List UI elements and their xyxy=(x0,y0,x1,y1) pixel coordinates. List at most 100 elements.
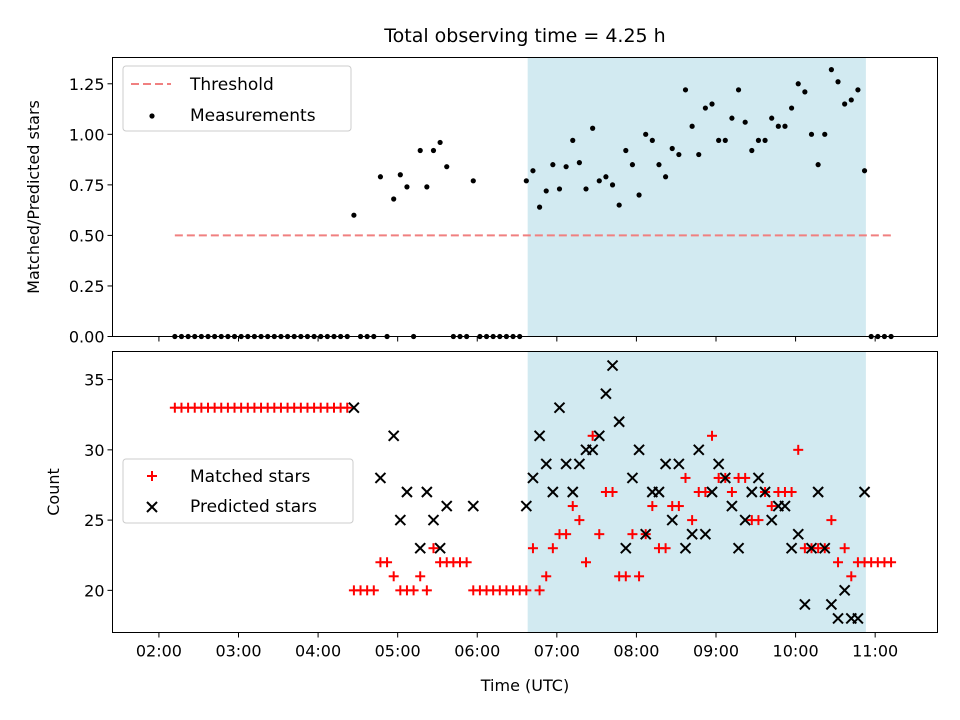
measurement-point xyxy=(775,123,781,129)
legend-predicted-label: Predicted stars xyxy=(190,497,317,517)
measurement-point xyxy=(828,67,834,73)
predicted-star-point xyxy=(825,598,838,611)
matched-star-point xyxy=(660,543,671,554)
measurement-point xyxy=(576,160,582,166)
matched-star-point xyxy=(534,585,545,596)
measurement-point xyxy=(351,212,357,218)
matched-star-point xyxy=(415,571,426,582)
predicted-star-point xyxy=(832,612,844,625)
measurement-point xyxy=(616,202,622,208)
measurement-point xyxy=(842,101,848,107)
predicted-star-point xyxy=(686,528,698,540)
matched-star-point xyxy=(368,585,379,596)
matched-star-point xyxy=(707,430,718,441)
matched-star-point xyxy=(680,472,691,483)
predicted-star-point xyxy=(613,416,625,428)
predicted-star-point xyxy=(600,387,612,400)
legend-matched-label: Matched stars xyxy=(190,467,310,487)
measurement-point xyxy=(590,125,596,131)
predicted-star-point xyxy=(712,458,725,470)
measurement-point xyxy=(802,89,808,95)
matched-star-point xyxy=(342,402,353,413)
predicted-star-point xyxy=(673,458,685,470)
bottom-axes: 20 25 30 35 02:00 03:00 04:00 05:00 06:00 07:00 08… xyxy=(44,351,938,695)
top-ticks: 0.00 0.25 0.50 0.75 1.00 1.25 xyxy=(69,75,876,347)
measurement-point xyxy=(583,186,589,192)
measurement-point xyxy=(722,137,728,143)
predicted-star-point xyxy=(666,514,678,526)
matched-star-point xyxy=(421,585,432,596)
x-tick-label: 05:00 xyxy=(375,642,421,661)
measurement-point xyxy=(550,162,556,168)
matched-star-point xyxy=(561,529,572,540)
bottom-y-tick-label: 20 xyxy=(84,581,104,600)
predicted-star-point xyxy=(659,458,672,470)
legend-matched-swatch xyxy=(147,471,157,481)
top-y-tick-label: 0.00 xyxy=(69,328,105,347)
measurement-point xyxy=(397,172,403,178)
predicted-star-point xyxy=(434,542,446,554)
predicted-star-point xyxy=(533,430,546,442)
top-y-axis-label: Matched/Predicted stars xyxy=(24,100,43,294)
matched-star-point xyxy=(687,515,698,526)
top-y-tick-label: 1.00 xyxy=(69,125,105,144)
matched-star-point xyxy=(461,557,472,568)
matched-star-point xyxy=(620,571,631,582)
measurement-point xyxy=(735,87,742,93)
predicted-star-point xyxy=(567,486,579,498)
matched-star-point xyxy=(740,472,751,483)
predicted-star-point xyxy=(421,486,433,498)
predicted-star-point xyxy=(639,528,652,540)
measurement-point xyxy=(815,162,821,168)
x-tick-label: 11:00 xyxy=(852,642,898,661)
x-tick-label: 09:00 xyxy=(693,642,739,661)
predicted-star-point xyxy=(858,486,871,498)
measurement-point xyxy=(769,115,775,121)
bottom-y-tick-label: 25 xyxy=(84,511,104,530)
predicted-star-point xyxy=(633,444,645,456)
predicted-star-point xyxy=(348,401,360,414)
predicted-star-point xyxy=(401,486,413,498)
measurement-point xyxy=(702,105,708,111)
measurement-point xyxy=(437,139,443,146)
matched-star-point xyxy=(634,571,645,582)
matched-star-point xyxy=(846,571,857,582)
top-y-tick-label: 0.25 xyxy=(69,277,105,296)
measurement-point xyxy=(596,178,602,184)
top-shaded-span-layer xyxy=(527,57,866,337)
measurement-point xyxy=(855,87,861,93)
predicted-star-point xyxy=(693,444,705,456)
measurement-point xyxy=(536,204,543,210)
matched-star-point xyxy=(726,487,737,497)
measurement-point xyxy=(682,87,689,93)
measurement-point xyxy=(556,186,563,192)
measurement-point xyxy=(430,147,437,154)
measurement-point xyxy=(742,119,748,125)
predicted-star-point xyxy=(553,401,566,414)
measurement-point xyxy=(444,164,450,170)
predicted-star-point xyxy=(726,500,738,512)
matched-star-point xyxy=(886,557,897,568)
measurement-point xyxy=(835,79,841,85)
matched-star-point xyxy=(581,557,592,568)
predicted-star-point xyxy=(441,500,453,512)
measurement-point xyxy=(424,184,430,190)
measurement-point xyxy=(563,164,569,170)
measurement-point xyxy=(523,178,529,184)
measurement-point xyxy=(629,162,636,168)
matched-star-point xyxy=(567,501,578,512)
measurement-point xyxy=(755,137,762,143)
legend-measurements-label: Measurements xyxy=(190,106,316,126)
bottom-y-axis-label: Count xyxy=(44,468,63,516)
matched-star-point xyxy=(700,487,711,497)
matched-star-point xyxy=(527,543,538,554)
measurement-point xyxy=(861,168,868,174)
top-legend-frame xyxy=(122,65,352,132)
predicted-star-point xyxy=(679,542,692,554)
x-tick-label: 02:00 xyxy=(136,642,182,661)
matched-star-point xyxy=(607,487,618,497)
matched-star-point xyxy=(786,487,797,497)
measurement-point xyxy=(782,123,788,129)
measurement-point xyxy=(543,188,549,194)
